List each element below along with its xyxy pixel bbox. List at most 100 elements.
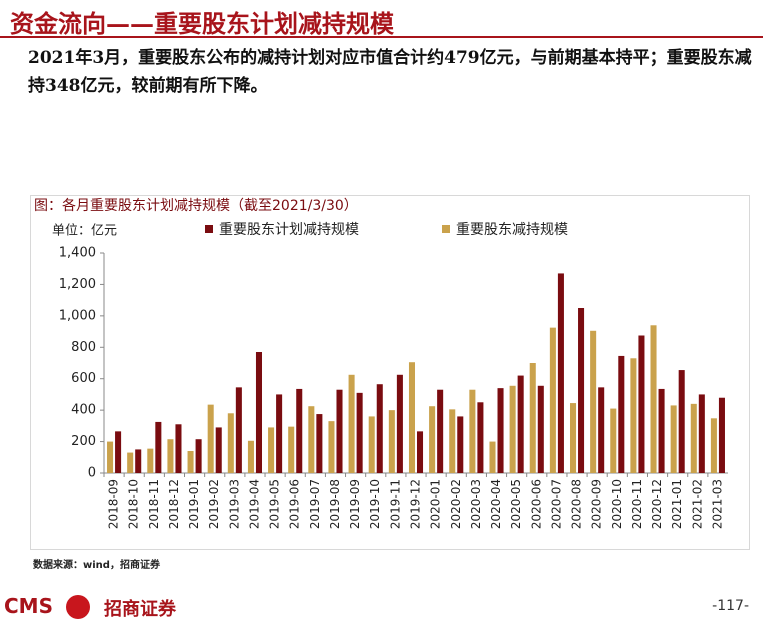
bar [396, 374, 403, 473]
bar [135, 449, 142, 473]
x-tick-label: 2018-09 [107, 479, 121, 529]
x-tick-label: 2018-10 [127, 479, 141, 529]
bar [437, 389, 444, 473]
x-tick-label: 2019-07 [308, 479, 322, 529]
bar [578, 308, 585, 473]
x-tick-label: 2019-11 [388, 479, 402, 529]
bar [115, 431, 122, 473]
bar [529, 363, 536, 473]
legend-label: 重要股东计划减持规模 [219, 222, 359, 238]
bar [477, 402, 484, 473]
bar [316, 414, 323, 473]
x-tick-label: 2021-01 [670, 479, 684, 529]
x-tick-label: 2020-07 [549, 479, 563, 529]
x-tick-label: 2019-12 [409, 479, 423, 529]
x-tick-label: 2020-04 [489, 479, 503, 529]
bar [497, 388, 504, 473]
bar [690, 403, 697, 473]
bar [557, 273, 564, 473]
bar [107, 441, 114, 473]
bar [147, 448, 154, 473]
bar [537, 385, 544, 473]
bar [268, 427, 275, 473]
x-tick-label: 2020-11 [630, 479, 644, 529]
x-tick-label: 2021-02 [690, 479, 704, 529]
legend-label: 重要股东减持规模 [456, 222, 568, 238]
bar [207, 404, 214, 473]
x-tick-label: 2019-08 [328, 479, 342, 529]
x-tick-label: 2019-02 [207, 479, 221, 529]
y-tick-label: 600 [71, 371, 96, 386]
bar [718, 397, 725, 473]
x-tick-label: 2019-06 [288, 479, 302, 529]
bar [670, 405, 677, 473]
brand-cn: 招商证券 [104, 599, 176, 620]
bar [368, 416, 375, 473]
y-tick-label: 200 [71, 434, 96, 449]
bar [175, 424, 182, 473]
bar [610, 408, 617, 473]
bar [276, 394, 283, 473]
bar [167, 439, 174, 473]
bar [187, 451, 194, 473]
bar [517, 375, 524, 473]
bar [630, 358, 637, 473]
y-tick-label: 0 [88, 466, 96, 481]
y-tick-label: 1,000 [59, 308, 96, 323]
x-tick-label: 2019-01 [187, 479, 201, 529]
brand: CMS [4, 594, 53, 618]
bar [308, 406, 315, 473]
y-tick-label: 800 [71, 340, 96, 355]
x-tick-label: 2019-05 [268, 479, 282, 529]
x-tick-label: 2020-05 [509, 479, 523, 529]
title-rule [0, 36, 763, 38]
bar [457, 416, 464, 473]
bar [255, 352, 263, 473]
bar [509, 385, 516, 473]
page-number: -117- [712, 598, 749, 614]
bar [678, 370, 685, 473]
bar [356, 392, 363, 473]
bar [449, 409, 456, 473]
source: 数据来源：wind，招商证券 [33, 560, 160, 571]
bar [549, 327, 556, 473]
bar [429, 406, 436, 473]
legend-swatch [442, 225, 450, 233]
bar [698, 394, 705, 473]
bar [376, 384, 383, 473]
bar [408, 362, 415, 473]
bar [296, 388, 303, 473]
bar [127, 452, 134, 473]
bar [590, 330, 597, 473]
x-tick-label: 2020-06 [529, 479, 543, 529]
bar [155, 421, 162, 473]
logo [66, 595, 90, 619]
x-tick-label: 2020-02 [449, 479, 463, 529]
bar [348, 374, 355, 473]
bar [215, 427, 222, 473]
x-tick-label: 2019-03 [227, 479, 241, 529]
x-tick-label: 2020-10 [610, 479, 624, 529]
x-tick-label: 2018-11 [147, 479, 161, 529]
bar [638, 335, 645, 473]
chart-frame [30, 195, 750, 550]
x-tick-label: 2019-10 [368, 479, 382, 529]
x-tick-label: 2020-03 [469, 479, 483, 529]
bar [417, 431, 424, 473]
x-tick-label: 2019-09 [348, 479, 362, 529]
bar [336, 389, 343, 473]
bar [569, 403, 577, 473]
y-tick-label: 400 [71, 403, 96, 418]
x-tick-label: 2020-09 [590, 479, 604, 529]
bar [489, 441, 496, 473]
chart-title: 图：各月重要股东计划减持规模（截至2021/3/30） [34, 198, 358, 214]
x-tick-label: 2020-08 [570, 479, 584, 529]
bar [227, 413, 234, 473]
bar [710, 418, 717, 473]
y-tick-label: 1,200 [59, 277, 96, 292]
bar [288, 426, 295, 473]
bar [658, 388, 665, 473]
x-tick-label: 2018-12 [167, 479, 181, 529]
chart: 图：各月重要股东计划减持规模（截至2021/3/30） 单位：亿元 0 200 40… [30, 195, 750, 550]
